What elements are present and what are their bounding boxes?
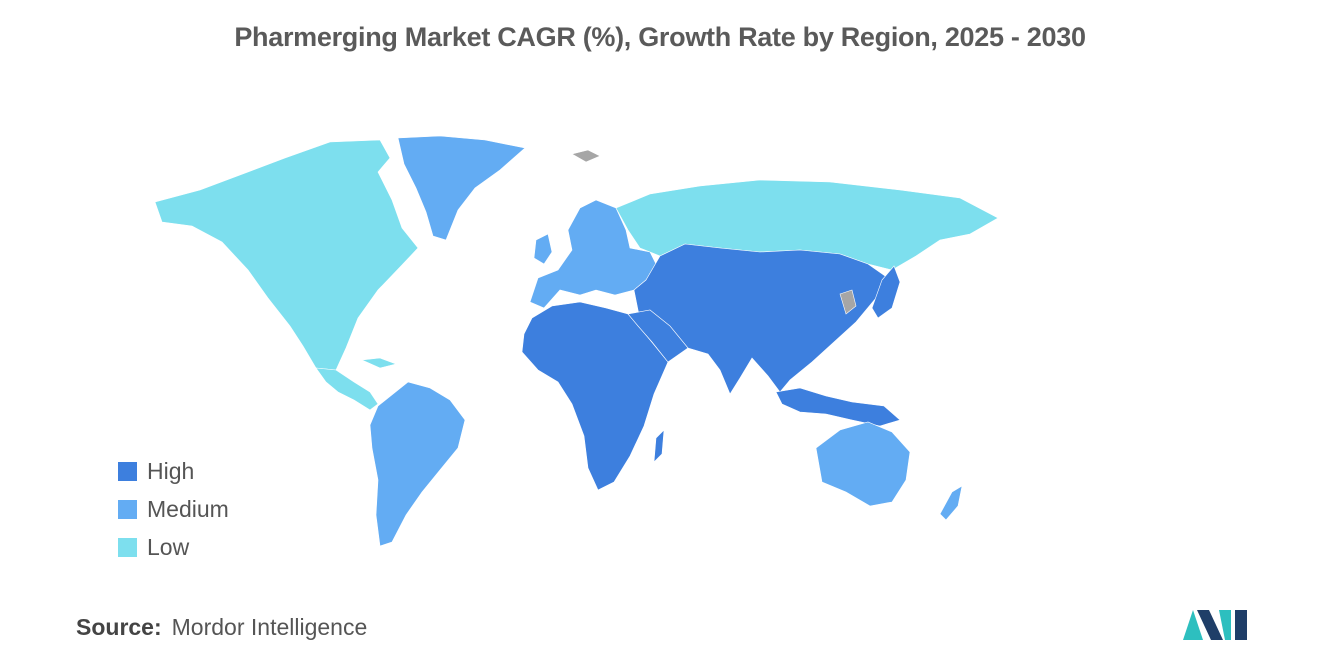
legend-label-high: High	[147, 457, 195, 484]
legend: High Medium Low	[118, 452, 229, 566]
legend-item-low: Low	[118, 528, 229, 566]
region-asia	[633, 243, 889, 395]
region-north-america	[154, 139, 419, 371]
region-new-zealand	[939, 485, 963, 521]
chart-title: Pharmerging Market CAGR (%), Growth Rate…	[234, 22, 1086, 52]
world-map	[154, 135, 999, 547]
legend-swatch-high	[118, 461, 137, 481]
mordor-logo	[1183, 610, 1247, 640]
region-middle-east	[627, 309, 689, 363]
region-australia	[815, 421, 911, 507]
legend-label-low: Low	[147, 533, 190, 560]
logo-mid-shape	[1197, 610, 1223, 640]
region-uk	[533, 233, 553, 265]
region-madagascar	[653, 429, 665, 463]
legend-item-medium: Medium	[118, 490, 229, 528]
region-caribbean	[360, 357, 398, 369]
logo-far-right-shape	[1235, 610, 1247, 640]
source-line: Source: Mordor Intelligence	[76, 614, 367, 641]
region-japan	[871, 265, 901, 319]
region-central-america	[315, 367, 379, 411]
legend-swatch-medium	[118, 499, 137, 519]
legend-swatch-low	[118, 537, 137, 557]
source-text: Mordor Intelligence	[171, 614, 368, 640]
logo-right-shape	[1219, 610, 1231, 640]
legend-item-high: High	[118, 452, 229, 490]
source-label: Source:	[76, 614, 162, 640]
region-korea	[839, 289, 857, 315]
region-greenland	[397, 135, 526, 241]
legend-label-medium: Medium	[147, 495, 229, 522]
region-southeast-asia	[775, 387, 901, 427]
region-svalbard	[571, 149, 601, 163]
region-europe	[529, 199, 659, 309]
logo-left-shape	[1183, 610, 1203, 640]
region-south-america	[369, 381, 466, 547]
region-africa	[521, 301, 669, 491]
